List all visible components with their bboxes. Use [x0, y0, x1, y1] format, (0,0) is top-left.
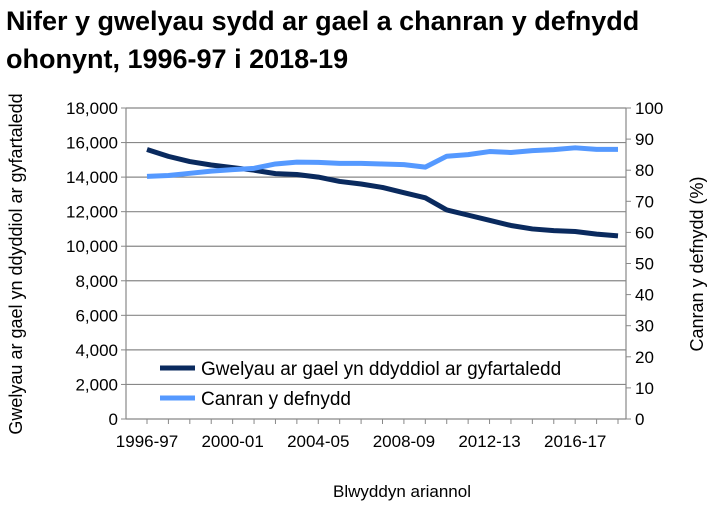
- x-tick-label: 1996-97: [116, 432, 178, 451]
- y-tick-label: 10,000: [66, 237, 118, 256]
- y2-tick-label: 10: [635, 379, 654, 398]
- y2-tick-label: 60: [635, 223, 654, 242]
- y-tick-label: 2,000: [75, 375, 118, 394]
- x-tick-label: 2000-01: [201, 432, 263, 451]
- y-tick-label: 0: [109, 410, 118, 429]
- y2-tick-label: 40: [635, 286, 654, 305]
- y2-tick-label: 20: [635, 348, 654, 367]
- legend-label: Canran y defnydd: [201, 389, 351, 410]
- y-axis-label: Gwelyau ar gael yn ddyddiol ar gyfartale…: [6, 93, 26, 434]
- x-tick-label: 2008-09: [373, 432, 435, 451]
- y-tick-label: 12,000: [66, 203, 118, 222]
- series-line-2: [146, 145, 618, 179]
- y2-tick-label: 30: [635, 317, 654, 336]
- y-tick-label: 18,000: [66, 99, 118, 118]
- legend-label: Gwelyau ar gael yn ddyddiol ar gyfartale…: [201, 359, 561, 380]
- x-tick-label: 2004-05: [287, 432, 349, 451]
- y-tick-label: 14,000: [66, 168, 118, 187]
- y2-tick-label: 50: [635, 255, 654, 274]
- y-tick-label: 6,000: [75, 306, 118, 325]
- y-tick-label: 8,000: [75, 272, 118, 291]
- y2-tick-label: 80: [635, 161, 654, 180]
- y2-tick-label: 0: [635, 410, 644, 429]
- x-tick-label: 2012-13: [458, 432, 520, 451]
- y2-tick-label: 70: [635, 192, 654, 211]
- y-tick-label: 16,000: [66, 134, 118, 153]
- x-axis-label: Blwyddyn ariannol: [333, 482, 471, 501]
- x-tick-label: 2016-17: [544, 432, 606, 451]
- y2-tick-label: 90: [635, 130, 654, 149]
- y2-axis-label: Canran y defnydd (%): [687, 176, 707, 351]
- chart-title: Nifer y gwelyau sydd ar gael a chanran y…: [6, 6, 640, 74]
- y-tick-label: 4,000: [75, 341, 118, 360]
- y2-tick-label: 100: [635, 99, 663, 118]
